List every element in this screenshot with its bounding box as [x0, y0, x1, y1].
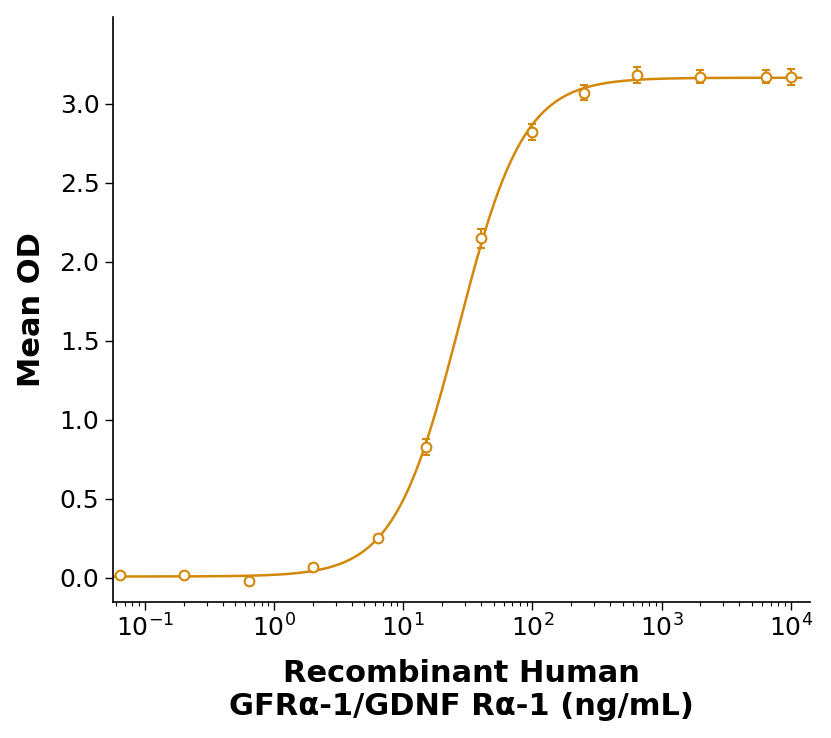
Y-axis label: Mean OD: Mean OD — [17, 232, 46, 387]
X-axis label: Recombinant Human
GFRα-1/GDNF Rα-1 (ng/mL): Recombinant Human GFRα-1/GDNF Rα-1 (ng/m… — [229, 659, 694, 721]
